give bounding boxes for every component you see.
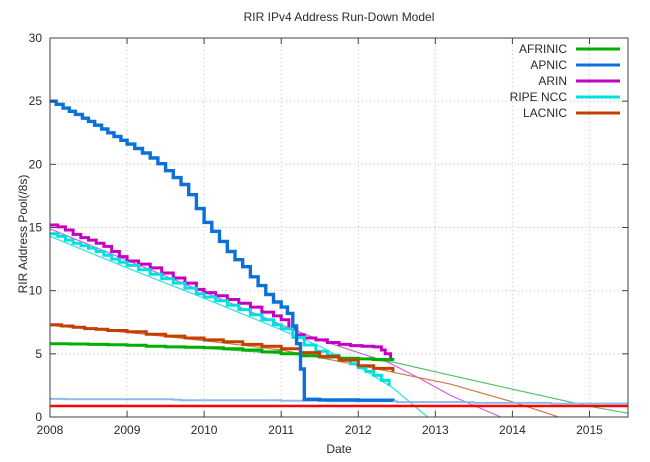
series-lacnic <box>50 323 395 372</box>
y-tick-label: 25 <box>29 94 43 108</box>
legend-label-ripe-ncc: RIPE NCC <box>510 90 568 104</box>
x-tick-label: 2010 <box>191 423 218 437</box>
legend-label-apnic: APNIC <box>530 58 567 72</box>
legend-label-arin: ARIN <box>538 74 567 88</box>
x-axis-label: Date <box>326 442 352 456</box>
series-arin-model- <box>50 228 502 417</box>
y-tick-label: 0 <box>35 410 42 424</box>
series-afrinic <box>50 342 395 361</box>
x-tick-label: 2008 <box>37 423 64 437</box>
x-tick-label: 2011 <box>268 423 294 437</box>
legend-label-lacnic: LACNIC <box>523 106 567 120</box>
x-tick-label: 2013 <box>422 423 449 437</box>
chart-title: RIR IPv4 Address Run-Down Model <box>243 10 435 24</box>
y-tick-label: 30 <box>29 31 43 45</box>
x-tick-label: 2015 <box>576 423 603 437</box>
legend-label-afrinic: AFRINIC <box>519 42 567 56</box>
x-tick-label: 2014 <box>499 423 526 437</box>
y-tick-label: 15 <box>29 221 43 235</box>
series-apnic <box>50 99 395 402</box>
series-arin <box>50 223 393 359</box>
x-tick-label: 2009 <box>114 423 141 437</box>
series-ripe-ncc-model- <box>50 235 428 417</box>
y-tick-label: 5 <box>35 347 42 361</box>
x-tick-label: 2012 <box>345 423 372 437</box>
y-tick-label: 20 <box>29 157 43 171</box>
y-tick-label: 10 <box>29 284 43 298</box>
